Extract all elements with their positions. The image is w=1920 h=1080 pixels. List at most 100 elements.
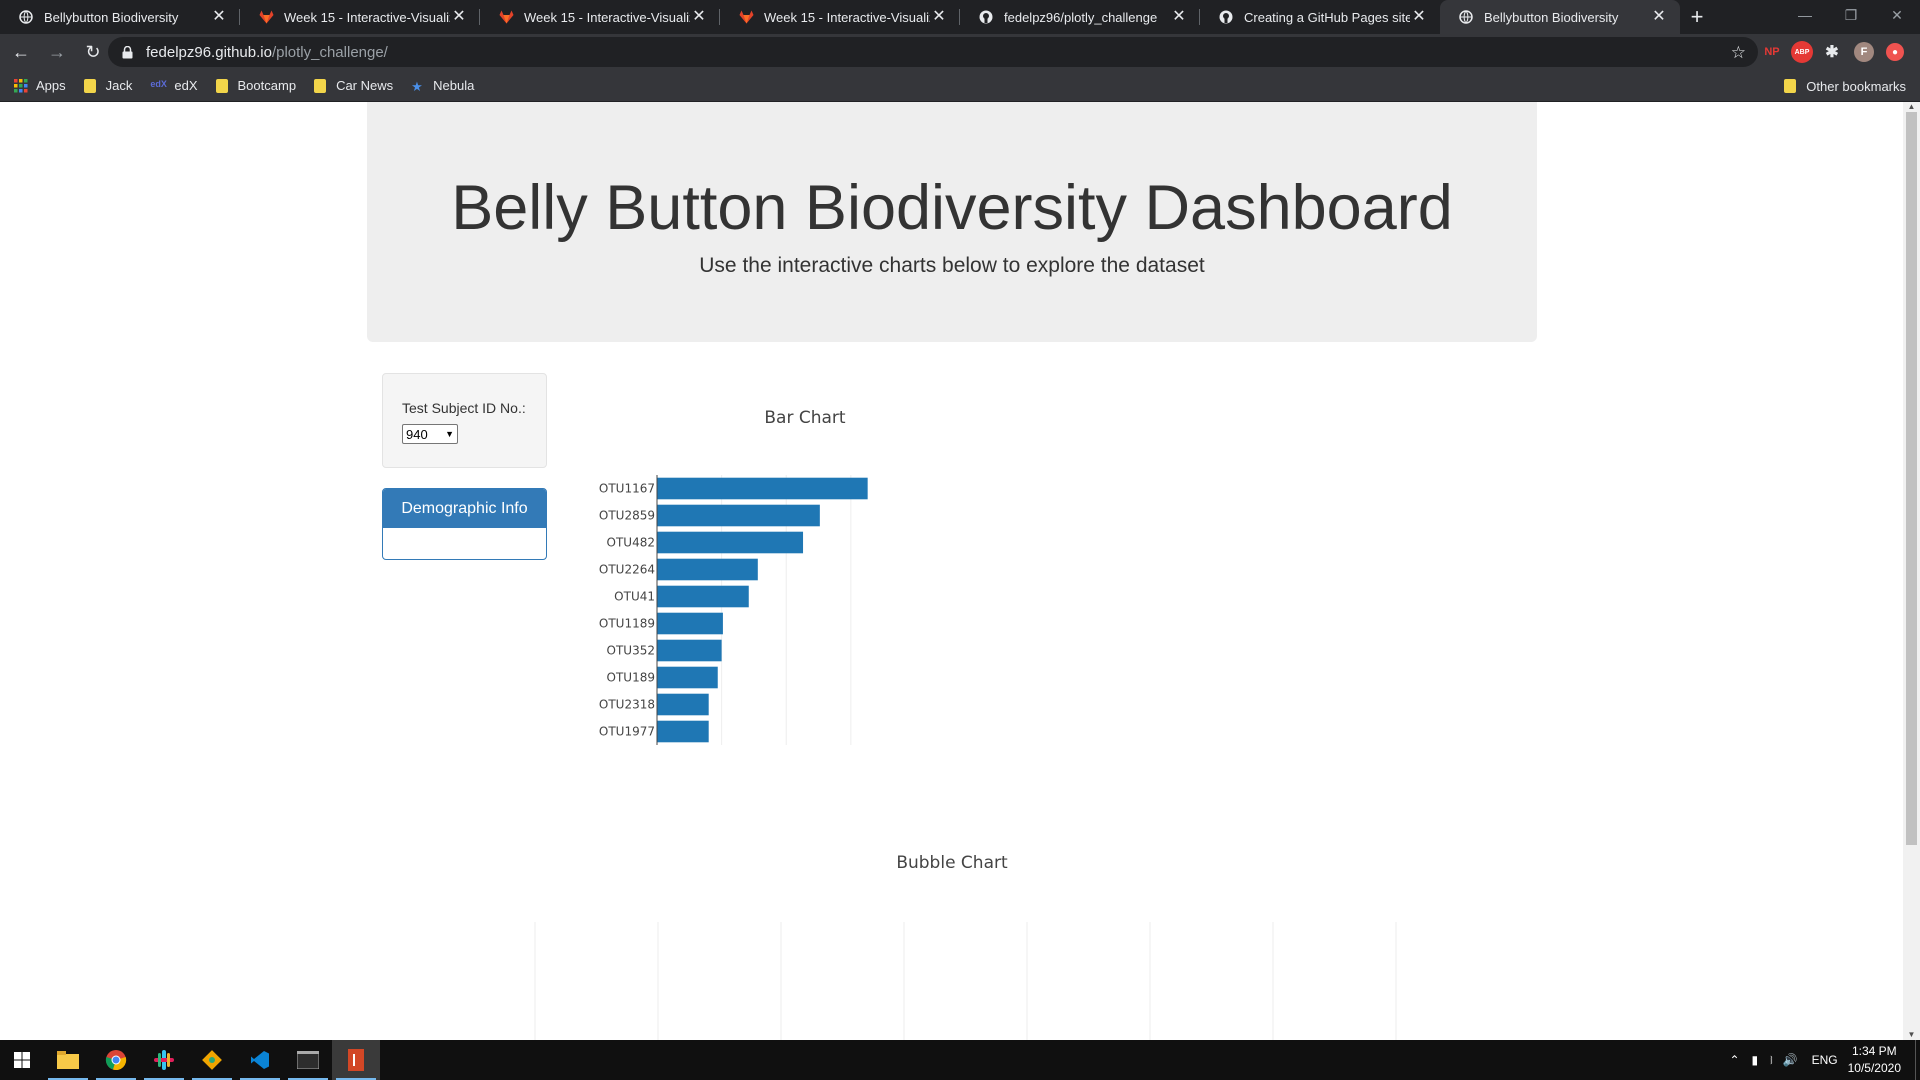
other-bookmarks[interactable]: Other bookmarks [1784,70,1906,102]
restore-icon[interactable]: ❐ [1844,6,1858,23]
browser-tab[interactable]: Bellybutton Biodiversity ✕ [1440,0,1680,34]
slack-icon[interactable] [140,1040,188,1080]
bar-y-tick-label: OTU41 [614,590,655,604]
bookmark-star-icon[interactable]: ☆ [1730,43,1746,62]
subject-id-select[interactable]: 940 ▼ [402,424,458,444]
chevron-down-icon: ▼ [445,429,454,439]
page-scrollbar[interactable]: ▲ ▼ [1903,102,1920,1040]
minimize-icon[interactable]: — [1798,7,1812,23]
bar-chart-title: Bar Chart [764,408,846,428]
file-explorer-icon[interactable] [44,1040,92,1080]
bar-rect [657,612,723,635]
np-extension-icon[interactable]: NP [1764,46,1780,58]
bar-y-tick-label: OTU482 [607,536,655,550]
chrome-icon[interactable] [92,1040,140,1080]
selector-label: Test Subject ID No.: [402,400,526,416]
close-tab-icon[interactable]: ✕ [452,8,466,25]
bar-rect [657,585,749,608]
extension-red-icon[interactable]: ● [1886,43,1904,61]
git-icon[interactable] [188,1040,236,1080]
browser-tab[interactable]: Week 15 - Interactive-Visualizatio✕ [240,0,480,34]
page-title: Belly Button Biodiversity Dashboard [451,173,1453,243]
edx-icon: edX [150,78,167,89]
terminal-icon[interactable] [284,1040,332,1080]
bar-y-tick-label: OTU2859 [599,509,655,523]
bookmark-label: Car News [336,78,394,93]
browser-tab[interactable]: Week 15 - Interactive-Visualizatio✕ [720,0,960,34]
volume-icon[interactable]: 🔊 [1782,1053,1798,1067]
bar-rect [657,720,709,743]
scroll-up-icon[interactable]: ▲ [1907,102,1916,111]
subject-selector-well: Test Subject ID No.: 940 ▼ [382,373,547,468]
github-icon [978,9,994,25]
scroll-thumb[interactable] [1906,112,1917,845]
bar-y-tick-label: OTU2318 [599,698,655,712]
bar-y-tick-label: OTU1977 [599,725,655,739]
close-tab-icon[interactable]: ✕ [1652,8,1666,25]
forward-arrow-icon[interactable]: → [48,41,66,62]
bookmarks-bar: Apps Jack edX edX Bootcamp Car News ★ Nebula Oth… [0,70,1920,102]
bar-rect [657,504,820,527]
folder-icon [314,78,327,93]
browser-tab[interactable]: Creating a GitHub Pages site - Gi✕ [1200,0,1440,34]
bookmark-item[interactable]: Bootcamp [215,78,296,93]
github-icon [1218,9,1234,25]
bar-x-tick-label: 150 [839,751,862,752]
clock[interactable]: 1:34 PM 10/5/2020 [1848,1043,1901,1077]
windows-start-icon[interactable] [0,1040,44,1080]
demographic-info-heading: Demographic Info [383,489,546,528]
profile-avatar[interactable]: F [1854,42,1874,62]
bookmark-label: Nebula [433,78,475,93]
bar-rect [657,666,718,689]
browser-toolbar: ← → ↻ fedelpz96.github.io/plotly_challen… [0,34,1920,70]
close-tab-icon[interactable]: ✕ [1172,8,1186,25]
bar-rect [657,531,804,554]
bookmark-item[interactable]: Apps [14,78,66,93]
bar-y-tick-label: OTU1167 [599,482,655,496]
bar-x-tick-label: 50 [714,751,729,752]
tab-title: Bellybutton Biodiversity [1484,9,1619,25]
close-tab-icon[interactable]: ✕ [1412,8,1426,25]
bookmark-item[interactable]: Car News [314,78,393,93]
page-viewport: Belly Button Biodiversity Dashboard Use … [0,102,1903,1040]
extensions-puzzle-icon[interactable]: ✱ [1825,44,1839,61]
back-arrow-icon[interactable]: ← [12,41,30,62]
bar-rect [657,693,709,716]
close-tab-icon[interactable]: ✕ [692,8,706,25]
bar-y-tick-label: OTU189 [607,671,655,685]
bar-rect [657,558,758,581]
browser-tab[interactable]: fedelpz96/plotly_challenge ✕ [960,0,1200,34]
language-indicator[interactable]: ENG [1811,1053,1838,1067]
close-tab-icon[interactable]: ✕ [212,8,226,25]
bar-rect [657,477,868,500]
bookmark-item[interactable]: ★ Nebula [411,78,475,94]
chevron-up-icon[interactable]: ⌃ [1729,1053,1740,1067]
adblock-extension-icon[interactable]: ABP [1791,41,1813,63]
bookmark-label: Apps [36,78,66,93]
bookmark-item[interactable]: Jack [83,78,132,93]
system-tray: ⌃ ▮ ⧘ 🔊 ENG 1:34 PM 10/5/2020 [1729,1040,1920,1080]
close-window-icon[interactable]: ✕ [1891,6,1903,23]
bar-x-tick-label: 0 [653,751,661,752]
tab-title: Creating a GitHub Pages site - Gi [1244,9,1410,25]
url-path: /plotly_challenge/ [271,43,388,61]
gitlab-icon [738,9,754,25]
globe-icon [1458,9,1474,25]
tab-strip: Bellybutton Biodiversity ✕ Week 15 - Inter… [0,0,1920,34]
battery-icon[interactable]: ▮ [1751,1053,1759,1067]
reload-icon[interactable]: ↻ [85,41,101,62]
bookmark-item[interactable]: edX edX [150,78,197,93]
browser-tab[interactable]: Bellybutton Biodiversity ✕ [0,0,240,34]
folder-icon [215,78,228,93]
close-tab-icon[interactable]: ✕ [932,8,946,25]
bookmark-label: edX [174,78,198,93]
scroll-down-icon[interactable]: ▼ [1907,1030,1916,1039]
browser-tab[interactable]: Week 15 - Interactive-Visualizatio✕ [480,0,720,34]
wifi-icon[interactable]: ⧘ [1770,1052,1773,1067]
address-bar[interactable]: fedelpz96.github.io/plotly_challenge/ ☆ [108,37,1758,67]
vscode-icon[interactable] [236,1040,284,1080]
page-subtitle: Use the interactive charts below to expl… [699,254,1205,277]
new-tab-plus-icon[interactable]: + [1690,4,1704,29]
show-desktop-button[interactable] [1915,1040,1920,1080]
powerpoint-icon[interactable] [332,1040,380,1080]
